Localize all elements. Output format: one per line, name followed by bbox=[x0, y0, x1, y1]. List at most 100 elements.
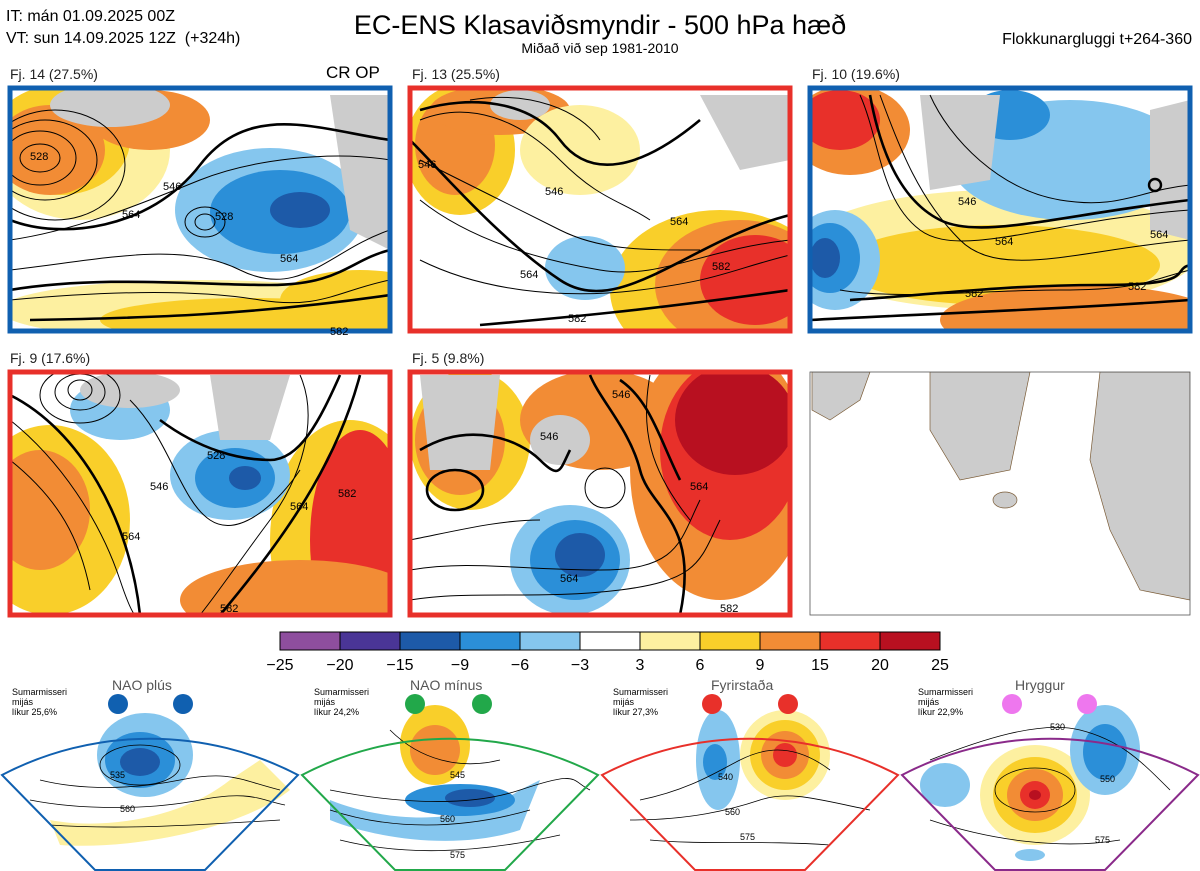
cluster-label: Fj. 5 (9.8%) bbox=[412, 350, 485, 366]
colorbar-swatch bbox=[519, 631, 581, 651]
regime-info-1: Sumarmisseri mijás líkur 25,6% bbox=[12, 687, 68, 717]
colorbar-swatch bbox=[879, 631, 941, 651]
colorbar-tick-label: 20 bbox=[871, 657, 889, 674]
colorbar-swatch bbox=[579, 631, 641, 651]
regime-contour-label: 530 bbox=[1050, 722, 1065, 732]
colorbar-swatch bbox=[639, 631, 701, 651]
regime-contour-label: 550 bbox=[1100, 774, 1115, 784]
colorbar-swatch bbox=[339, 631, 401, 651]
regime-contour-label: 535 bbox=[110, 770, 125, 780]
it-line: IT: mán 01.09.2025 00Z bbox=[6, 8, 175, 25]
contour-label: 528 bbox=[215, 211, 233, 223]
colorbar-swatch bbox=[399, 631, 461, 651]
regime-contour-label: 575 bbox=[450, 850, 465, 860]
contour-label: 582 bbox=[338, 488, 356, 500]
contour-label: 546 bbox=[545, 186, 563, 198]
regime-info-3: Sumarmisseri mijás líkur 27,3% bbox=[613, 687, 669, 717]
cluster-label: Fj. 13 (25.5%) bbox=[412, 66, 500, 82]
contour-label: 564 bbox=[1150, 229, 1168, 241]
regime-panel-nao-plus bbox=[0, 694, 300, 871]
regime-title-4: Hryggur bbox=[1015, 677, 1065, 693]
contour-label: 528 bbox=[30, 151, 48, 163]
colorbar-swatch bbox=[759, 631, 821, 651]
contour-label: 564 bbox=[290, 501, 308, 513]
colorbar-swatch bbox=[459, 631, 521, 651]
colorbar-tick-label: −9 bbox=[451, 657, 469, 674]
cluster-label: Fj. 9 (17.6%) bbox=[10, 350, 91, 366]
contour-label: 546 bbox=[150, 481, 168, 493]
contour-labels: 546 528 564 564 582 528 546 564 546 564 582 582 546 5… bbox=[30, 151, 1168, 860]
contour-label: 564 bbox=[995, 236, 1013, 248]
regime-contour-label: 575 bbox=[740, 832, 755, 842]
contour-label: 546 bbox=[612, 389, 630, 401]
cluster-frame-3 bbox=[807, 85, 1193, 334]
colorbar-swatch bbox=[819, 631, 881, 651]
contour-label: 546 bbox=[418, 159, 436, 171]
regime-contour-label: 540 bbox=[718, 772, 733, 782]
colorbar-tick-label: −3 bbox=[571, 657, 589, 674]
cluster-tag: CR OP bbox=[326, 63, 380, 82]
colorbar-tick-label: 15 bbox=[811, 657, 829, 674]
cluster-frame-4 bbox=[7, 369, 393, 618]
cluster-label: Fj. 14 (27.5%) bbox=[10, 66, 98, 82]
empty-map-frame bbox=[809, 371, 1191, 616]
contour-label: 582 bbox=[712, 261, 730, 273]
contour-label: 546 bbox=[163, 181, 181, 193]
contour-label: 564 bbox=[122, 209, 140, 221]
contour-label: 582 bbox=[330, 326, 348, 338]
colorbar-swatch bbox=[699, 631, 761, 651]
regime-info-2: Sumarmisseri mijás líkur 24,2% bbox=[314, 687, 370, 717]
colorbar-tick-label: −25 bbox=[266, 657, 293, 674]
regime-contour-label: 545 bbox=[450, 770, 465, 780]
regime-panel-nao-minus bbox=[300, 694, 600, 871]
regime-contour-label: 560 bbox=[440, 814, 455, 824]
contour-label: 564 bbox=[690, 481, 708, 493]
regime-title-3: Fyrirstaða bbox=[711, 677, 774, 693]
regime-title-1: NAO plús bbox=[112, 677, 172, 693]
contour-label: 564 bbox=[122, 531, 140, 543]
cluster-map-5 bbox=[410, 372, 790, 615]
page-subtitle: Miðað við sep 1981-2010 bbox=[521, 40, 679, 56]
colorbar-tick-label: −6 bbox=[511, 657, 529, 674]
window-label: Flokkunargluggi t+264-360 bbox=[1002, 31, 1192, 48]
cluster-frame-2 bbox=[407, 85, 793, 334]
colorbar-tick-label: 25 bbox=[931, 657, 949, 674]
colorbar: −25 −20 −15 −9 −6 −3 3 6 9 15 20 25 bbox=[266, 631, 949, 674]
colorbar-tick-label: 3 bbox=[636, 657, 645, 674]
contour-label: 546 bbox=[540, 431, 558, 443]
header-left: IT: mán 01.09.2025 00Z VT: sun 14.09.2025… bbox=[6, 6, 240, 50]
regime-contour-label: 560 bbox=[725, 807, 740, 817]
cluster-frame-5 bbox=[407, 369, 793, 618]
page-title: EC-ENS Klasaviðsmyndir - 500 hPa hæð bbox=[353, 10, 847, 40]
colorbar-tick-label: 6 bbox=[696, 657, 705, 674]
cluster-frame-1 bbox=[7, 85, 393, 334]
cluster-map-4 bbox=[10, 372, 390, 615]
regime-contour-label: 575 bbox=[1095, 835, 1110, 845]
colorbar-tick-label: −20 bbox=[326, 657, 353, 674]
contour-label: 564 bbox=[560, 573, 578, 585]
contour-label: 564 bbox=[670, 216, 688, 228]
regime-panel-fyrirstada bbox=[600, 694, 900, 871]
contour-label: 564 bbox=[280, 253, 298, 265]
vt-line: VT: sun 14.09.2025 12Z (+324h) bbox=[6, 30, 241, 47]
empty-map-panel bbox=[810, 372, 1190, 615]
contour-label: 582 bbox=[965, 288, 983, 300]
regime-panel-hryggur bbox=[900, 694, 1200, 871]
cluster-map-2 bbox=[410, 88, 790, 331]
cluster-map-1 bbox=[10, 88, 390, 331]
contour-label: 582 bbox=[720, 603, 738, 615]
cluster-label: Fj. 10 (19.6%) bbox=[812, 66, 900, 82]
regime-title-2: NAO mínus bbox=[410, 677, 483, 693]
colorbar-tick-label: −15 bbox=[386, 657, 413, 674]
colorbar-swatch bbox=[279, 631, 341, 651]
colorbar-tick-label: 9 bbox=[756, 657, 765, 674]
regime-contour-label: 560 bbox=[120, 804, 135, 814]
contour-label: 582 bbox=[1128, 281, 1146, 293]
cluster-map-3 bbox=[810, 88, 1190, 331]
contour-label: 528 bbox=[207, 450, 225, 462]
contour-label: 582 bbox=[568, 313, 586, 325]
contour-label: 582 bbox=[220, 603, 238, 615]
contour-label: 546 bbox=[958, 196, 976, 208]
contour-label: 564 bbox=[520, 269, 538, 281]
